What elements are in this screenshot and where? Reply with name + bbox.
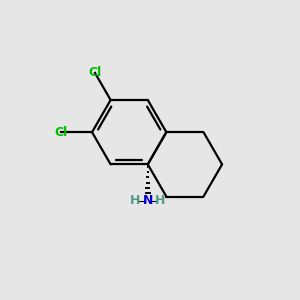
Text: N: N: [142, 194, 153, 207]
Text: H: H: [130, 194, 140, 207]
Text: H: H: [155, 194, 165, 207]
Text: Cl: Cl: [88, 67, 102, 80]
Text: Cl: Cl: [54, 126, 68, 139]
